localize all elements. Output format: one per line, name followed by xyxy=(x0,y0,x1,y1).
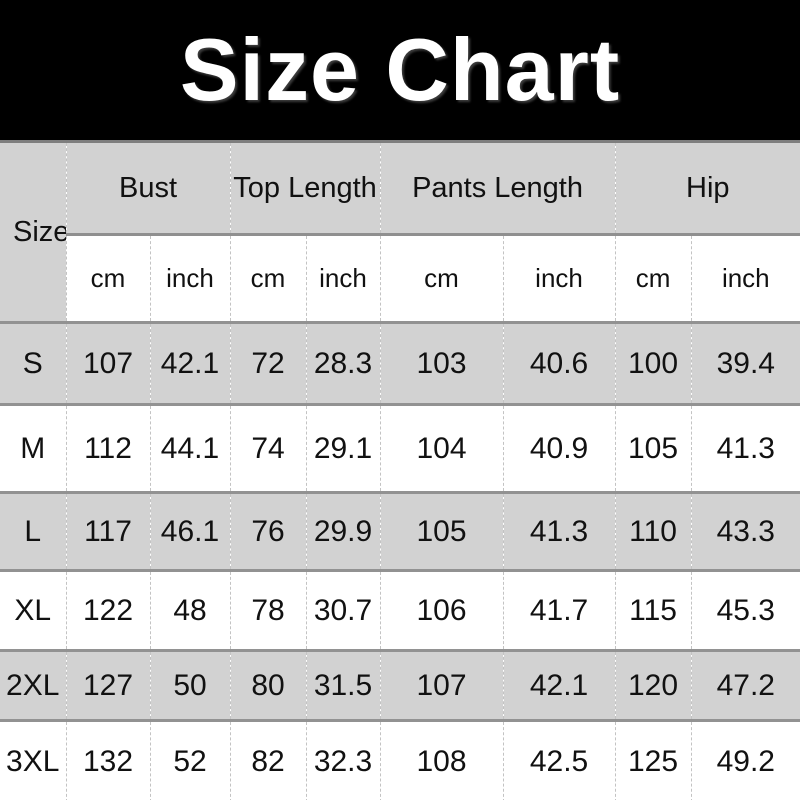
value-cell: 107 xyxy=(379,649,504,721)
value-cell: 107 xyxy=(65,321,150,405)
value-cell: 72 xyxy=(229,321,306,405)
size-label: M xyxy=(0,403,66,493)
value-cell: 44.1 xyxy=(149,403,230,493)
value-cell: 108 xyxy=(379,719,504,800)
value-cell: 42.1 xyxy=(149,321,230,405)
unit-header-bust-inch: inch xyxy=(149,234,230,323)
value-cell: 105 xyxy=(614,403,692,493)
value-cell: 41.3 xyxy=(502,491,616,571)
value-cell: 45.3 xyxy=(690,569,800,651)
value-cell: 42.1 xyxy=(502,649,616,721)
value-cell: 41.7 xyxy=(502,569,616,651)
size-label: L xyxy=(0,491,66,571)
size-label: 2XL xyxy=(0,649,66,721)
size-label: 3XL xyxy=(0,719,66,800)
table-row-l: L 117 46.1 76 29.9 105 41.3 110 43.3 xyxy=(0,491,800,571)
table-row-s: S 107 42.1 72 28.3 103 40.6 100 39.4 xyxy=(0,321,800,405)
value-cell: 127 xyxy=(65,649,150,721)
unit-header-bust-cm: cm xyxy=(65,234,150,323)
table-row-xl: XL 122 48 78 30.7 106 41.7 115 45.3 xyxy=(0,569,800,651)
value-cell: 52 xyxy=(149,719,230,800)
value-cell: 42.5 xyxy=(502,719,616,800)
value-cell: 82 xyxy=(229,719,306,800)
value-cell: 110 xyxy=(614,491,692,571)
value-cell: 46.1 xyxy=(149,491,230,571)
value-cell: 80 xyxy=(229,649,306,721)
value-cell: 49.2 xyxy=(690,719,800,800)
value-cell: 48 xyxy=(149,569,230,651)
value-cell: 39.4 xyxy=(690,321,800,405)
unit-header-top-inch: inch xyxy=(305,234,381,323)
table-row-3xl: 3XL 132 52 82 32.3 108 42.5 125 49.2 xyxy=(0,719,800,800)
value-cell: 122 xyxy=(65,569,150,651)
value-cell: 117 xyxy=(65,491,150,571)
value-cell: 74 xyxy=(229,403,306,493)
value-cell: 115 xyxy=(614,569,692,651)
page-title: Size Chart xyxy=(179,20,621,119)
value-cell: 104 xyxy=(379,403,504,493)
value-cell: 50 xyxy=(149,649,230,721)
value-cell: 31.5 xyxy=(305,649,381,721)
title-banner: Size Chart xyxy=(0,0,800,140)
value-cell: 43.3 xyxy=(690,491,800,571)
unit-header-top-cm: cm xyxy=(229,234,306,323)
value-cell: 76 xyxy=(229,491,306,571)
value-cell: 103 xyxy=(379,321,504,405)
value-cell: 78 xyxy=(229,569,306,651)
unit-header-hip-inch: inch xyxy=(690,234,800,323)
corner-header-size: Size xyxy=(0,141,66,323)
table-row-2xl: 2XL 127 50 80 31.5 107 42.1 120 47.2 xyxy=(0,649,800,721)
value-cell: 106 xyxy=(379,569,504,651)
table-row-m: M 112 44.1 74 29.1 104 40.9 105 41.3 xyxy=(0,403,800,493)
value-cell: 28.3 xyxy=(305,321,381,405)
value-cell: 30.7 xyxy=(305,569,381,651)
value-cell: 125 xyxy=(614,719,692,800)
col-group-hip: Hip xyxy=(614,141,800,236)
col-group-top-length: Top Length xyxy=(229,141,381,236)
size-label: XL xyxy=(0,569,66,651)
value-cell: 100 xyxy=(614,321,692,405)
value-cell: 29.9 xyxy=(305,491,381,571)
value-cell: 40.6 xyxy=(502,321,616,405)
unit-header-pants-cm: cm xyxy=(379,234,504,323)
unit-header-hip-cm: cm xyxy=(614,234,692,323)
value-cell: 112 xyxy=(65,403,150,493)
value-cell: 40.9 xyxy=(502,403,616,493)
value-cell: 120 xyxy=(614,649,692,721)
value-cell: 29.1 xyxy=(305,403,381,493)
col-group-pants-length: Pants Length xyxy=(379,141,616,236)
size-label: S xyxy=(0,321,66,405)
value-cell: 32.3 xyxy=(305,719,381,800)
size-chart-table: Size Bust Top Length Pants Length Hip cm… xyxy=(0,140,800,800)
value-cell: 47.2 xyxy=(690,649,800,721)
unit-header-pants-inch: inch xyxy=(502,234,616,323)
value-cell: 132 xyxy=(65,719,150,800)
col-group-bust: Bust xyxy=(65,141,230,236)
value-cell: 105 xyxy=(379,491,504,571)
value-cell: 41.3 xyxy=(690,403,800,493)
